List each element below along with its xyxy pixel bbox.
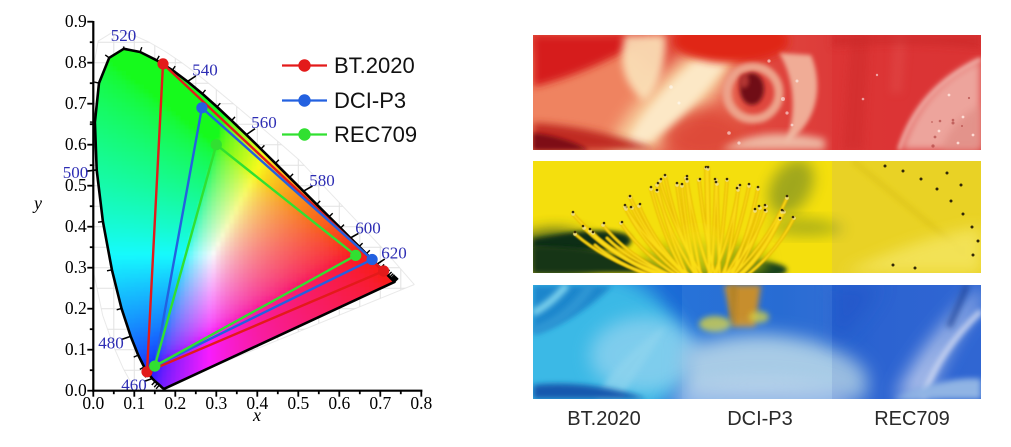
svg-text:0.6: 0.6 — [328, 393, 350, 413]
svg-text:0.8: 0.8 — [65, 52, 87, 72]
svg-text:0.0: 0.0 — [65, 380, 87, 400]
svg-text:DCI-P3: DCI-P3 — [334, 88, 406, 113]
svg-text:0.7: 0.7 — [369, 393, 391, 413]
svg-text:0.6: 0.6 — [65, 134, 87, 154]
svg-text:0.1: 0.1 — [65, 339, 87, 359]
svg-text:BT.2020: BT.2020 — [334, 53, 415, 78]
svg-text:540: 540 — [192, 61, 218, 80]
svg-text:520: 520 — [111, 26, 137, 45]
svg-text:x: x — [252, 405, 261, 425]
svg-text:0.2: 0.2 — [164, 393, 186, 413]
svg-text:REC709: REC709 — [334, 122, 417, 147]
svg-text:0.5: 0.5 — [65, 175, 87, 195]
svg-text:0.8: 0.8 — [410, 393, 432, 413]
svg-text:480: 480 — [98, 334, 124, 353]
svg-text:0.0: 0.0 — [82, 393, 104, 413]
svg-text:y: y — [32, 193, 42, 213]
svg-text:580: 580 — [309, 171, 335, 190]
svg-text:0.3: 0.3 — [65, 257, 87, 277]
svg-text:0.3: 0.3 — [205, 393, 227, 413]
svg-text:600: 600 — [355, 219, 381, 238]
svg-text:0.9: 0.9 — [65, 11, 87, 31]
svg-text:620: 620 — [381, 244, 407, 263]
svg-text:0.4: 0.4 — [65, 216, 87, 236]
svg-text:0.7: 0.7 — [65, 93, 87, 113]
svg-text:500: 500 — [63, 163, 89, 182]
svg-text:0.1: 0.1 — [123, 393, 145, 413]
svg-text:0.4: 0.4 — [246, 393, 268, 413]
svg-text:560: 560 — [251, 113, 277, 132]
svg-text:0.2: 0.2 — [65, 298, 87, 318]
svg-text:0.5: 0.5 — [287, 393, 309, 413]
